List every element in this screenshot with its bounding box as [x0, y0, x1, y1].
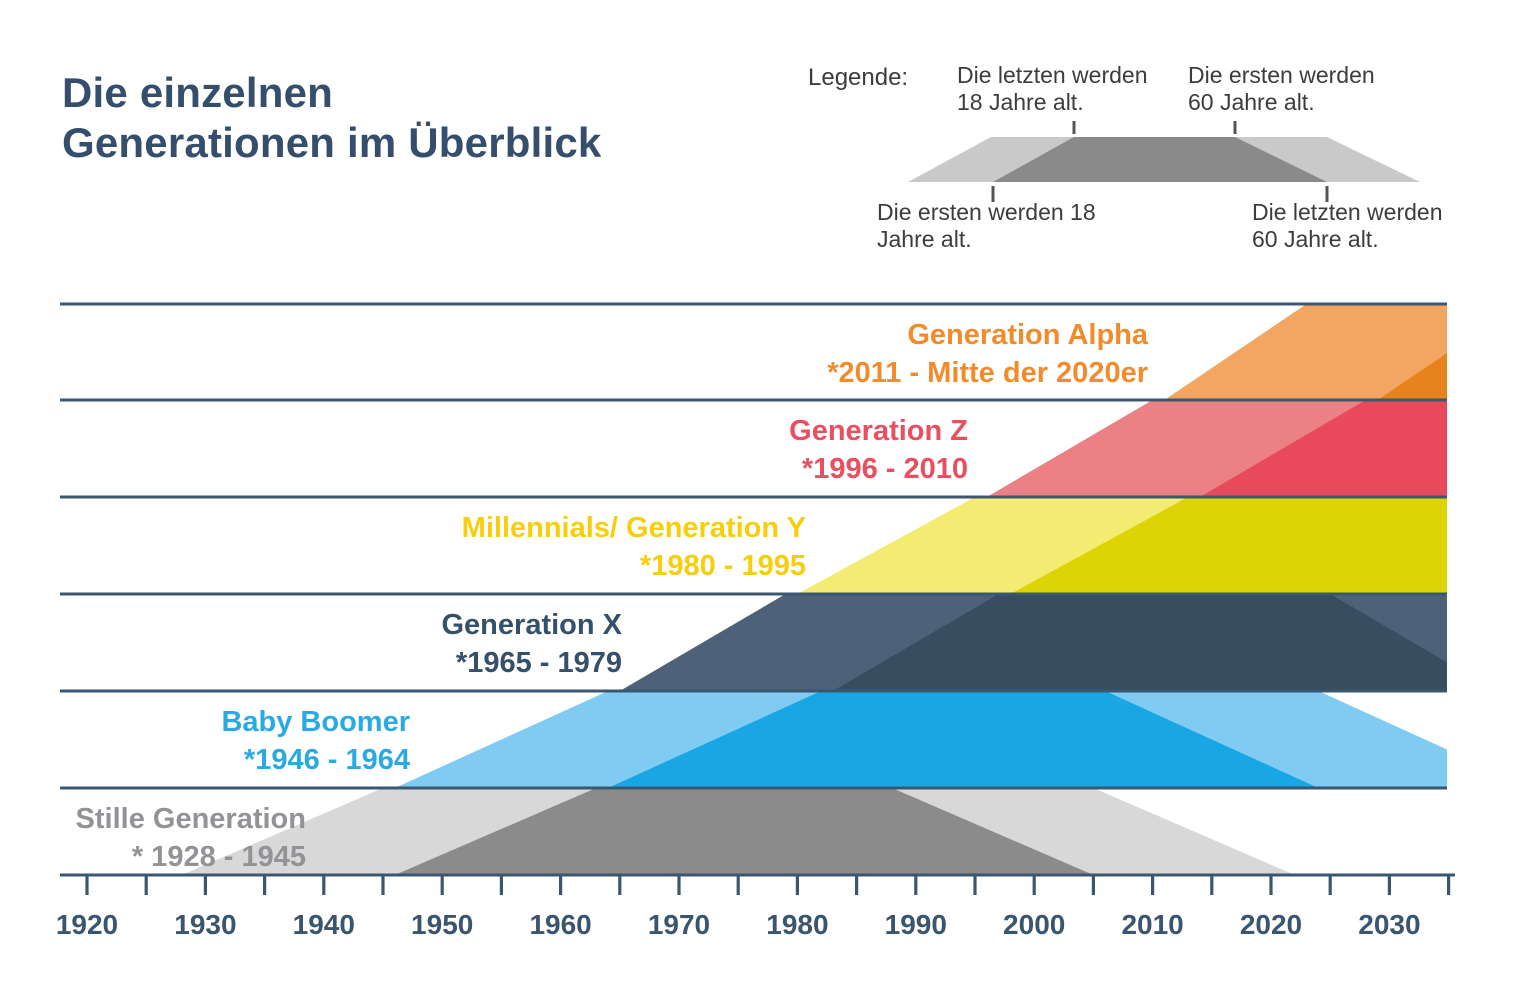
x-axis-tick-label: 1990 [885, 909, 947, 940]
generation-band-stille-generation [181, 788, 1295, 875]
band-shape-light [1164, 304, 1447, 400]
band-label-years: *2011 - Mitte der 2020er [827, 357, 1148, 389]
band-shape-dark [1377, 353, 1447, 400]
x-axis-tick-label: 2020 [1240, 909, 1302, 940]
generation-band-generation-x [619, 594, 1447, 691]
band-label: Generation X *1965 - 1979 [442, 609, 623, 679]
generation-band-generation-alpha [1164, 304, 1447, 400]
band-shape-dark [1200, 400, 1447, 497]
band-label: Generation Alpha *2011 - Mitte der 2020er [827, 319, 1149, 389]
x-axis-tick-label: 1970 [648, 909, 710, 940]
legend-note-line: 60 Jahre alt. [1252, 226, 1379, 252]
x-axis-tick-label: 1960 [529, 909, 591, 940]
page-title-line1: Die einzelnen [62, 69, 334, 116]
chart-lines [60, 302, 1447, 790]
legend-note-line: Die letzten werden [1252, 199, 1443, 225]
legend-note-last-turn-18: Die letzten werden 18 Jahre alt. [957, 62, 1148, 116]
legend-note-line: Die ersten werden [1188, 62, 1375, 88]
band-label-years: *1996 - 2010 [802, 453, 968, 485]
band-label-years: *1946 - 1964 [244, 744, 410, 776]
band-label-name: Baby Boomer [221, 706, 410, 738]
band-label: Millennials/ Generation Y *1980 - 1995 [462, 512, 806, 582]
band-label-name: Generation Z [789, 415, 968, 447]
legend-note-line: Die letzten werden [957, 62, 1148, 88]
legend-note-line: 60 Jahre alt. [1188, 89, 1315, 115]
x-axis-tick-label: 2030 [1358, 909, 1420, 940]
x-axis-tick-label: 1920 [56, 909, 118, 940]
band-label: Baby Boomer *1946 - 1964 [221, 706, 410, 776]
x-axis-tick-label: 2010 [1121, 909, 1183, 940]
band-shape-dark [608, 691, 1319, 788]
generation-band-millennials-generation-y [797, 497, 1447, 594]
generation-band-baby-boomer [394, 691, 1447, 788]
legend-note-last-turn-60: Die letzten werden 60 Jahre alt. [1252, 199, 1443, 253]
legend-title: Legende: [808, 64, 909, 91]
band-label-years: *1980 - 1995 [640, 550, 806, 582]
band-shape-dark [1010, 497, 1447, 594]
legend-note-first-turn-60: Die ersten werden 60 Jahre alt. [1188, 62, 1375, 116]
x-axis-tick-label: 2000 [1003, 909, 1065, 940]
page-title-line2: Generationen im Überblick [62, 119, 602, 166]
band-label-name: Generation Alpha [907, 319, 1148, 351]
generation-band-generation-z [986, 400, 1447, 497]
band-label-name: Stille Generation [76, 803, 306, 835]
band-label-name: Millennials/ Generation Y [462, 512, 806, 544]
band-label-years: * 1928 - 1945 [132, 841, 306, 873]
legend-note-first-turn-18: Die ersten werden 18 Jahre alt. [877, 199, 1096, 253]
legend-note-line: Die ersten werden 18 [877, 199, 1096, 225]
x-axis: 1920 1930 1940 1950 1960 1970 1980 1990 2000 2010… [56, 873, 1455, 940]
legend-trapezoid-dark [993, 137, 1327, 182]
band-label: Generation Z *1996 - 2010 [789, 415, 968, 485]
page-title: Die einzelnen Generationen im Überblick [62, 68, 601, 168]
x-axis-tick-label: 1980 [766, 909, 828, 940]
band-shape-dark [832, 594, 1447, 691]
legend-trapezoid-diagram [908, 121, 1420, 202]
legend-note-line: Jahre alt. [877, 226, 972, 252]
x-axis-tick-label: 1950 [411, 909, 473, 940]
band-label-years: *1965 - 1979 [456, 647, 622, 679]
x-axis-tick-label: 1930 [174, 909, 236, 940]
band-label: Stille Generation * 1928 - 1945 [76, 803, 306, 873]
generation-bands: Generation Alpha *2011 - Mitte der 2020er… [76, 304, 1447, 875]
band-shape-dark [394, 788, 1094, 875]
band-label-name: Generation X [442, 609, 623, 641]
x-axis-tick-label: 1940 [293, 909, 355, 940]
legend-note-line: 18 Jahre alt. [957, 89, 1084, 115]
